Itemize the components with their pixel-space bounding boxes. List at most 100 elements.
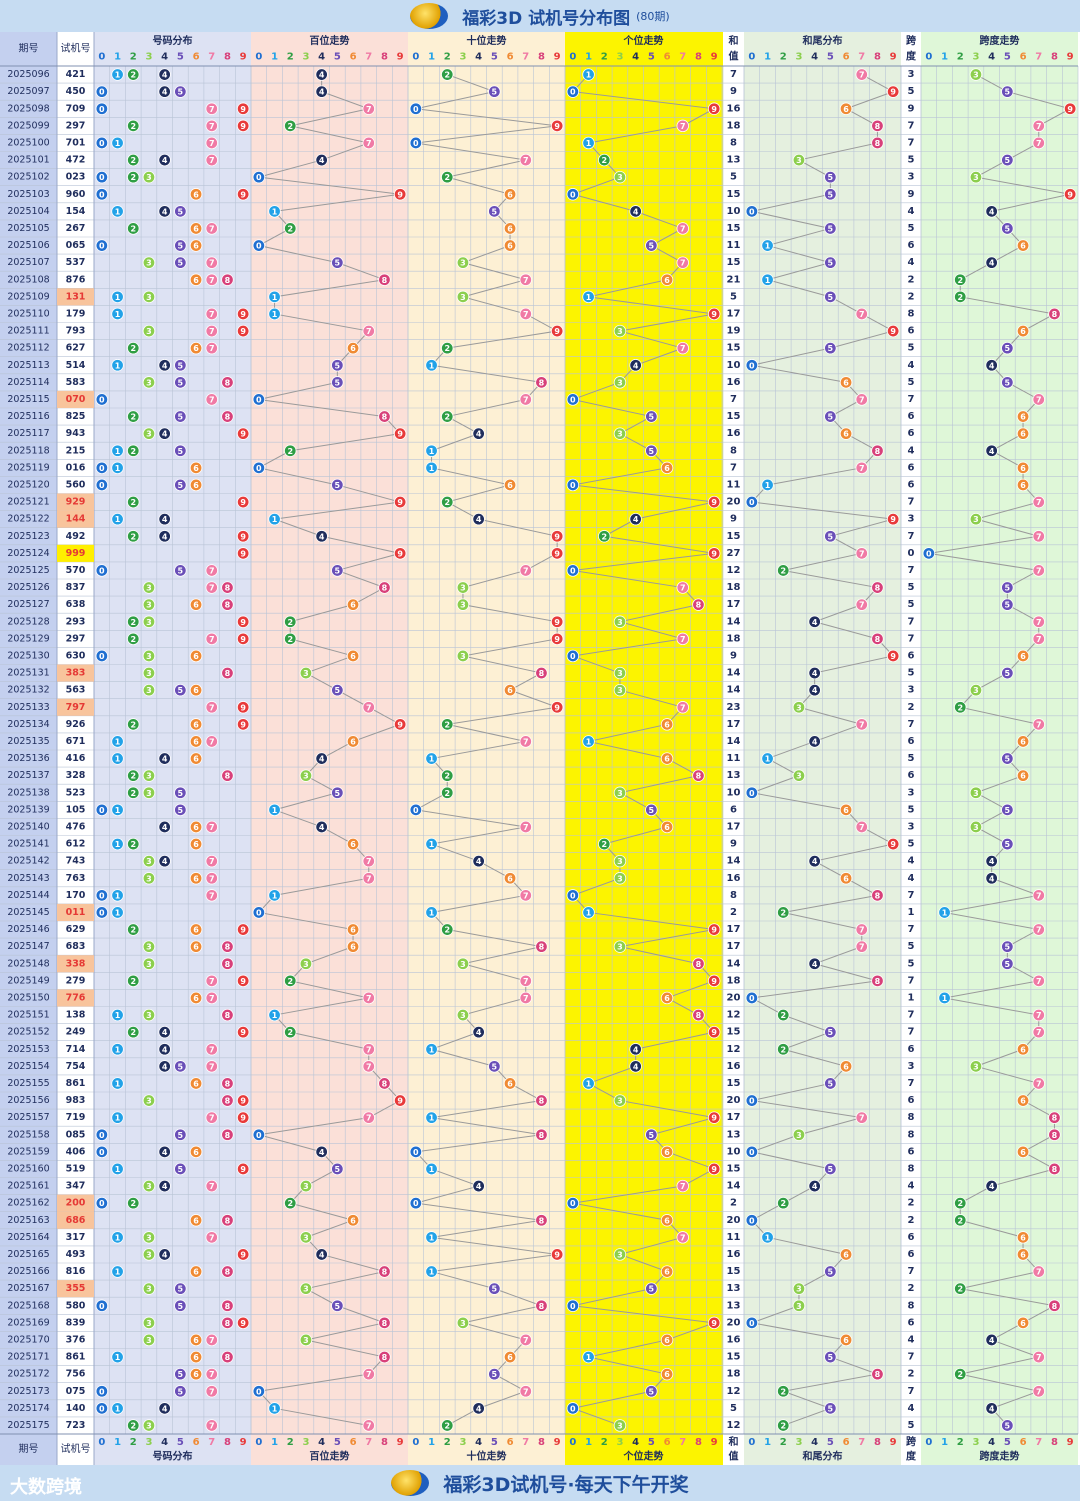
distribution-ball (236, 718, 250, 731)
units-point (566, 478, 580, 492)
header-digit: 5 (491, 52, 498, 63)
tens-point-label: 3 (460, 601, 466, 610)
distribution-ball (236, 495, 250, 509)
distribution-ball (111, 307, 124, 321)
tens-point-label: 4 (476, 1028, 482, 1037)
distribution-ball-label: 3 (146, 293, 152, 302)
sumtail-point-label: 0 (749, 994, 755, 1003)
header-digit: 5 (827, 1437, 834, 1448)
distribution-ball (111, 906, 124, 919)
units-point (707, 102, 721, 115)
sum-cell: 8 (730, 890, 737, 901)
distribution-ball-label: 3 (146, 584, 152, 593)
span-point-label: 4 (989, 207, 995, 216)
distribution-ball-label: 9 (240, 122, 246, 131)
header-digit: 6 (350, 1437, 357, 1448)
distribution-ball-label: 7 (209, 224, 215, 233)
distribution-ball-label: 2 (130, 532, 136, 541)
sumtail-point (824, 188, 837, 201)
distribution-ball (127, 495, 140, 509)
sum-cell: 5 (730, 1403, 737, 1414)
distribution-ball-label: 6 (193, 464, 199, 473)
distribution-ball-label: 4 (162, 1404, 168, 1413)
hundreds-point-label: 1 (272, 891, 278, 900)
sumtail-point (777, 1419, 790, 1432)
distribution-ball-label: 8 (225, 943, 231, 952)
span-cell: 2 (908, 291, 915, 302)
distribution-ball (205, 735, 218, 748)
distribution-ball-label: 7 (209, 1182, 215, 1191)
sum-cell: 12 (727, 565, 741, 576)
hundreds-point-label: 7 (366, 1114, 372, 1123)
hundreds-point (331, 256, 344, 269)
sumtail-point (855, 820, 868, 834)
distribution-ball-label: 1 (115, 840, 121, 849)
chart-footer: 大数跨境 福彩3D试机号·每天下午开奖 (0, 1465, 1080, 1501)
span-cell: 7 (908, 497, 915, 508)
distribution-ball (221, 273, 234, 286)
distribution-ball (205, 393, 218, 406)
tens-point-label: 7 (523, 276, 529, 285)
units-point-label: 6 (664, 994, 670, 1003)
hundreds-point-label: 9 (397, 549, 403, 558)
units-point (707, 923, 721, 936)
units-point-label: 2 (601, 532, 607, 541)
hundreds-point (346, 1214, 360, 1227)
tens-point (503, 478, 517, 492)
tens-point (425, 1043, 438, 1056)
tens-point (519, 974, 532, 988)
distribution-ball-label: 2 (130, 789, 136, 798)
units-point-label: 9 (711, 926, 717, 935)
header-digit: 4 (318, 1437, 325, 1448)
hundreds-point-label: 6 (350, 737, 356, 746)
number-cell: 686 (66, 1215, 86, 1226)
distribution-ball (95, 239, 109, 252)
span-point (985, 872, 998, 885)
distribution-ball-label: 0 (99, 566, 105, 575)
units-point (613, 376, 627, 389)
distribution-ball (236, 1111, 250, 1124)
tens-point-label: 1 (429, 1114, 435, 1123)
units-point (629, 359, 642, 372)
hundreds-point-label: 8 (382, 1353, 388, 1362)
units-point-label: 2 (601, 840, 607, 849)
header-digit: 3 (145, 52, 152, 63)
period-cell: 2025127 (7, 599, 49, 610)
units-point-label: 6 (664, 720, 670, 729)
distribution-ball-label: 3 (146, 857, 152, 866)
hundreds-point (299, 666, 313, 680)
sumtail-point-label: 0 (749, 789, 755, 798)
number-cell: 328 (66, 770, 86, 781)
distribution-ball (111, 461, 124, 475)
distribution-ball-label: 5 (178, 566, 184, 575)
sum-cell: 17 (727, 924, 741, 935)
distribution-ball (111, 1043, 124, 1056)
sum-cell: 11 (727, 753, 741, 764)
span-cell: 7 (908, 1027, 915, 1038)
tens-point-label: 2 (444, 1421, 450, 1430)
units-point-label: 3 (617, 1097, 623, 1106)
units-point (629, 1043, 642, 1056)
span-point (1016, 1043, 1030, 1056)
header-digit: 7 (1035, 52, 1042, 63)
units-point (692, 1008, 705, 1022)
tens-point (409, 803, 423, 817)
hundreds-point-label: 7 (366, 1062, 372, 1071)
hundreds-point-label: 4 (319, 156, 325, 165)
number-cell: 560 (66, 479, 86, 490)
sumtail-point-label: 9 (890, 652, 896, 661)
span-point-label: 7 (1036, 926, 1042, 935)
units-point-label: 7 (680, 122, 686, 131)
span-point-label: 6 (1020, 1097, 1026, 1106)
hundreds-point-label: 4 (319, 532, 325, 541)
units-point-label: 7 (680, 344, 686, 353)
span-cell: 3 (908, 821, 915, 832)
header-digit: 7 (522, 1437, 529, 1448)
sumtail-point (871, 632, 884, 646)
number-highlight (57, 1194, 94, 1212)
number-cell: 355 (66, 1283, 86, 1294)
chart-title: 福彩3D 试机号分布图 (462, 8, 631, 29)
span-point-label: 8 (1052, 1165, 1058, 1174)
tens-point (409, 102, 423, 115)
tens-point (456, 598, 470, 611)
